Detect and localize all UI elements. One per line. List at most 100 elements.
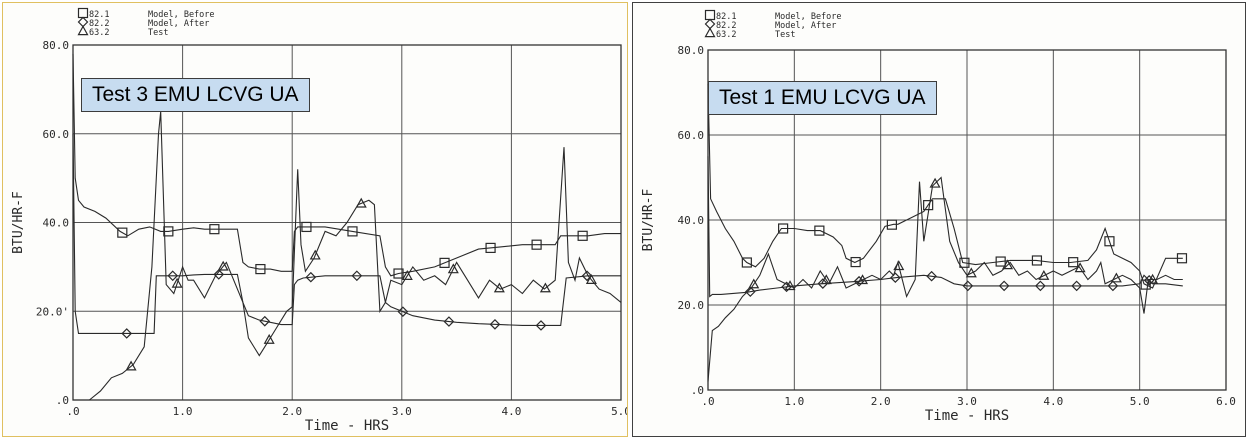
data-point-triangle: [355, 197, 367, 208]
x-tick-label: .0: [701, 395, 714, 408]
data-point-diamond: [305, 271, 317, 283]
series-line: [707, 156, 1183, 298]
data-point-diamond: [1143, 275, 1155, 286]
gridlines: [708, 50, 1226, 390]
y-axis-title: BTU/HR-F: [11, 191, 26, 254]
data-point-triangle: [217, 260, 229, 271]
series-line: [72, 53, 621, 277]
legend-code: 63.2: [89, 28, 109, 38]
legend-series-name: Model, After: [148, 19, 209, 29]
data-point-diamond: [397, 306, 409, 318]
legend-series-name: Test: [148, 28, 168, 38]
data-point-triangle: [1074, 262, 1086, 273]
data-point-square: [577, 230, 588, 241]
legend: 82.1 Model, Before 82.2 Model, After 63.2 Tes…: [704, 9, 842, 40]
data-point-square: [439, 257, 450, 268]
legend-marker: [77, 7, 89, 19]
data-point-diamond: [817, 278, 829, 289]
y-axis-title: BTU/HR-F: [641, 189, 656, 252]
series-triangle: [73, 111, 622, 401]
legend-series-name: Model, After: [775, 21, 836, 31]
y-tick-label: 40.0: [678, 214, 705, 227]
data-point-triangle: [1110, 272, 1122, 283]
data-point-diamond: [962, 280, 974, 292]
series-line: [72, 133, 621, 334]
chart-panel-right: .0 1.0 2.0 3.0 4.0 5.0 6.0 .0 20.0 40.0 60.0 80.0 Ti…: [632, 2, 1246, 437]
data-point-square: [255, 263, 266, 275]
chart-svg-right: .0 1.0 2.0 3.0 4.0 5.0 6.0 .0 20.0 40.0 60.0 80.0 Ti…: [641, 9, 1236, 424]
legend-marker: [704, 27, 716, 38]
series-square: [707, 83, 1188, 290]
data-point-square: [923, 200, 934, 211]
data-point-square: [1068, 257, 1079, 268]
x-tick-label: 1.0: [173, 405, 193, 418]
data-point-triangle: [493, 282, 505, 293]
data-point-diamond: [1107, 280, 1119, 292]
series-diamond: [707, 156, 1183, 298]
chart-left-overlay-label: Test 3 EMU LCVG UA: [81, 78, 310, 112]
data-point-diamond: [259, 315, 271, 327]
data-point-square: [741, 257, 752, 268]
legend-marker: [704, 9, 716, 21]
data-point-square: [301, 221, 312, 233]
data-point-triangle: [784, 280, 796, 291]
data-point-diamond: [489, 318, 501, 330]
data-point-triangle: [263, 333, 275, 344]
data-point-square: [531, 239, 542, 250]
legend-marker: [704, 18, 716, 30]
legend-code: 82.1: [716, 12, 736, 22]
legend: 82.1 Model, Before 82.2 Model, After 63.2 Tes…: [77, 7, 215, 38]
data-point-triangle: [820, 274, 832, 285]
data-point-triangle: [171, 277, 183, 288]
data-point-diamond: [443, 316, 455, 327]
data-point-triangle: [857, 274, 869, 285]
x-axis-title: Time - HRS: [925, 408, 1009, 424]
data-point-diamond: [1035, 280, 1046, 292]
x-tick-label: 1.0: [784, 395, 804, 408]
x-tick-label: 5.0: [1130, 395, 1150, 408]
data-point-triangle: [893, 260, 905, 271]
legend-series-name: Model, Before: [775, 12, 842, 22]
legend-marker: [77, 16, 89, 28]
x-tick-label: 4.0: [501, 405, 521, 418]
x-tick-label: 6.0: [1216, 395, 1236, 408]
data-point-triangle: [447, 263, 459, 274]
legend-series-name: Model, Before: [148, 10, 215, 20]
legend-code: 63.2: [716, 30, 736, 40]
data-point-square: [995, 256, 1006, 267]
data-point-triangle: [309, 249, 321, 260]
y-tick-label: 80.0: [678, 44, 705, 57]
data-point-square: [959, 257, 970, 268]
plot-frame: [72, 44, 622, 401]
data-point-diamond: [581, 270, 593, 282]
x-tick-label: 2.0: [282, 405, 302, 418]
x-tick-label: 2.0: [871, 395, 891, 408]
data-point-diamond: [213, 269, 225, 280]
data-point-square: [117, 227, 128, 238]
data-point-diamond: [744, 286, 756, 298]
data-point-square: [209, 224, 220, 235]
data-point-diamond: [998, 280, 1010, 292]
data-point-diamond: [351, 270, 363, 282]
data-point-diamond: [167, 270, 179, 282]
data-point-triangle: [585, 274, 597, 284]
data-point-square: [1031, 255, 1043, 266]
legend-code: 82.2: [89, 19, 109, 29]
y-tick-label: .0: [691, 384, 704, 397]
x-axis-title: Time - HRS: [305, 418, 389, 434]
data-point-square: [850, 256, 861, 268]
x-tick-label: 4.0: [1043, 395, 1063, 408]
data-point-triangle: [929, 177, 941, 188]
x-tick-label: .0: [66, 405, 79, 418]
x-tick-label: 3.0: [392, 405, 412, 418]
data-point-triangle: [539, 282, 551, 293]
x-tick-label: 3.0: [957, 395, 977, 408]
data-point-square: [1104, 236, 1115, 247]
y-tick-label: 60.0: [43, 128, 70, 141]
data-point-triangle: [1147, 273, 1159, 284]
data-point-square: [347, 226, 358, 237]
data-point-triangle: [748, 278, 760, 289]
series-square: [72, 53, 621, 279]
data-point-triangle: [965, 267, 977, 278]
y-tick-label: 80.0: [43, 39, 70, 52]
